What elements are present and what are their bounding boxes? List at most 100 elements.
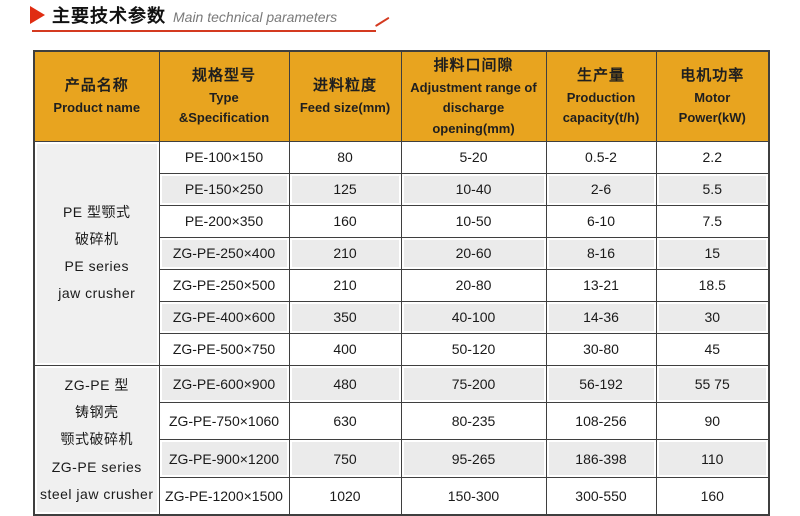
cell-motor-power: 110	[655, 439, 770, 478]
group-name-line: PE series	[64, 258, 129, 275]
cell-discharge-range: 20-60	[400, 236, 547, 270]
header-production-capacity-en: Production capacity(t/h)	[562, 90, 640, 126]
header-row: 产品名称 Product name 规格型号 Type &Specificati…	[33, 50, 770, 142]
cell-feed-size: 480	[288, 364, 402, 404]
header-product-name-en: Product name	[53, 100, 141, 116]
header-feed-size-en: Feed size(mm)	[299, 100, 391, 116]
group-name-line: 铸钢壳	[75, 403, 119, 420]
cell-feed-size: 160	[288, 204, 402, 238]
group-name-line: 颚式破碎机	[60, 431, 133, 448]
cell-feed-size: 750	[288, 439, 402, 478]
table-row: ZG-PE 型 铸钢壳 颚式破碎机 ZG-PE series steel jaw…	[33, 364, 770, 516]
header-discharge-opening-zh: 排料口间隙	[433, 57, 514, 74]
title-underline	[32, 16, 390, 32]
page-title-zh: 主要技术参数	[52, 6, 166, 26]
header-discharge-opening-en: Adjustment range of discharge opening(mm…	[410, 80, 537, 136]
cell-feed-size: 125	[288, 172, 402, 206]
header-type-spec-en: Type &Specification	[178, 90, 270, 126]
table-row: PE-150×250 125 10-40 2-6 5.5	[34, 172, 770, 206]
section-title: 主要技术参数 Main technical parameters	[30, 3, 400, 32]
cell-motor-power: 90	[655, 402, 770, 441]
table-row: ZG-PE-750×1060 630 80-235 108-256 90	[34, 402, 770, 441]
cell-discharge-range: 95-265	[400, 439, 547, 478]
cell-feed-size: 1020	[288, 476, 402, 516]
group-name-line: ZG-PE series	[51, 458, 142, 475]
cell-model: ZG-PE-1200×1500	[158, 476, 290, 516]
cell-model: ZG-PE-400×600	[158, 300, 290, 334]
cell-discharge-range: 80-235	[400, 402, 547, 441]
cell-model: ZG-PE-750×1060	[158, 402, 290, 441]
cell-capacity: 6-10	[545, 204, 657, 238]
group-name-line: steel jaw crusher	[39, 485, 154, 502]
cell-discharge-range: 5-20	[400, 140, 547, 174]
cell-motor-power: 7.5	[655, 204, 770, 238]
cell-model: PE-200×350	[158, 204, 290, 238]
cell-model: ZG-PE-500×750	[158, 332, 290, 366]
cell-model: ZG-PE-250×400	[158, 236, 290, 270]
header-discharge-opening: 排料口间隙 Adjustment range of discharge open…	[400, 50, 547, 142]
cell-capacity: 56-192	[545, 364, 657, 404]
cell-motor-power: 30	[655, 300, 770, 334]
table-row: PE-200×350 160 10-50 6-10 7.5	[34, 204, 770, 238]
page-title-en: Main technical parameters	[173, 8, 338, 25]
header-production-capacity-zh: 生产量	[576, 67, 625, 85]
header-motor-power-en: Motor Power(kW)	[678, 90, 746, 126]
cell-feed-size: 80	[288, 140, 402, 174]
cell-discharge-range: 20-80	[400, 268, 547, 302]
header-feed-size: 进料粒度 Feed size(mm)	[288, 50, 402, 142]
cell-motor-power: 55 75	[655, 364, 770, 404]
arrow-right-icon	[30, 6, 45, 24]
cell-motor-power: 160	[655, 476, 770, 516]
table-row: PE 型颚式 破碎机 PE series jaw crusher PE-100×…	[33, 140, 770, 366]
cell-capacity: 13-21	[545, 268, 657, 302]
cell-capacity: 108-256	[545, 402, 657, 441]
cell-capacity: 14-36	[545, 300, 657, 334]
group-name-line: ZG-PE 型	[64, 376, 129, 393]
cell-discharge-range: 40-100	[400, 300, 547, 334]
cell-capacity: 186-398	[545, 439, 657, 478]
cell-feed-size: 350	[288, 300, 402, 334]
cell-feed-size: 630	[288, 402, 402, 441]
cell-capacity: 30-80	[545, 332, 657, 366]
header-type-spec-zh: 规格型号	[191, 67, 256, 85]
group-name-line: jaw crusher	[58, 285, 136, 302]
table-row: ZG-PE-400×600 350 40-100 14-36 30	[34, 300, 770, 334]
header-product-name-zh: 产品名称	[64, 77, 129, 95]
cell-capacity: 2-6	[545, 172, 657, 206]
cell-motor-power: 2.2	[655, 140, 770, 174]
cell-motor-power: 45	[655, 332, 770, 366]
group-name-line: 破碎机	[75, 230, 119, 247]
table-row: ZG-PE-250×500 210 20-80 13-21 18.5	[34, 268, 770, 302]
group-name-line: PE 型颚式	[62, 203, 131, 220]
cell-model: PE-150×250	[158, 172, 290, 206]
cell-feed-size: 210	[288, 268, 402, 302]
table-row: ZG-PE-250×400 210 20-60 8-16 15	[34, 236, 770, 270]
cell-motor-power: 5.5	[655, 172, 770, 206]
header-production-capacity: 生产量 Production capacity(t/h)	[545, 50, 657, 142]
header-motor-power-zh: 电机功率	[680, 67, 745, 85]
cell-model: PE-100×150	[158, 140, 290, 174]
header-type-spec: 规格型号 Type &Specification	[158, 50, 290, 142]
cell-model: ZG-PE-600×900	[158, 364, 290, 404]
technical-parameters-table: 产品名称 Product name 规格型号 Type &Specificati…	[33, 50, 770, 516]
cell-model: ZG-PE-900×1200	[158, 439, 290, 478]
cell-model: ZG-PE-250×500	[158, 268, 290, 302]
group-cell-zg-pe-series: ZG-PE 型 铸钢壳 颚式破碎机 ZG-PE series steel jaw…	[33, 364, 160, 516]
header-product-name: 产品名称 Product name	[33, 50, 160, 142]
cell-discharge-range: 75-200	[400, 364, 547, 404]
cell-discharge-range: 10-50	[400, 204, 547, 238]
cell-capacity: 8-16	[545, 236, 657, 270]
table-row: ZG-PE-500×750 400 50-120 30-80 45	[34, 332, 770, 366]
header-motor-power: 电机功率 Motor Power(kW)	[655, 50, 770, 142]
group-cell-pe-series: PE 型颚式 破碎机 PE series jaw crusher	[33, 140, 160, 366]
table-row: ZG-PE-900×1200 750 95-265 186-398 110	[34, 439, 770, 478]
cell-motor-power: 15	[655, 236, 770, 270]
cell-capacity: 300-550	[545, 476, 657, 516]
cell-discharge-range: 50-120	[400, 332, 547, 366]
cell-capacity: 0.5-2	[545, 140, 657, 174]
cell-feed-size: 400	[288, 332, 402, 366]
cell-discharge-range: 150-300	[400, 476, 547, 516]
cell-motor-power: 18.5	[655, 268, 770, 302]
header-feed-size-zh: 进料粒度	[312, 77, 377, 95]
cell-discharge-range: 10-40	[400, 172, 547, 206]
